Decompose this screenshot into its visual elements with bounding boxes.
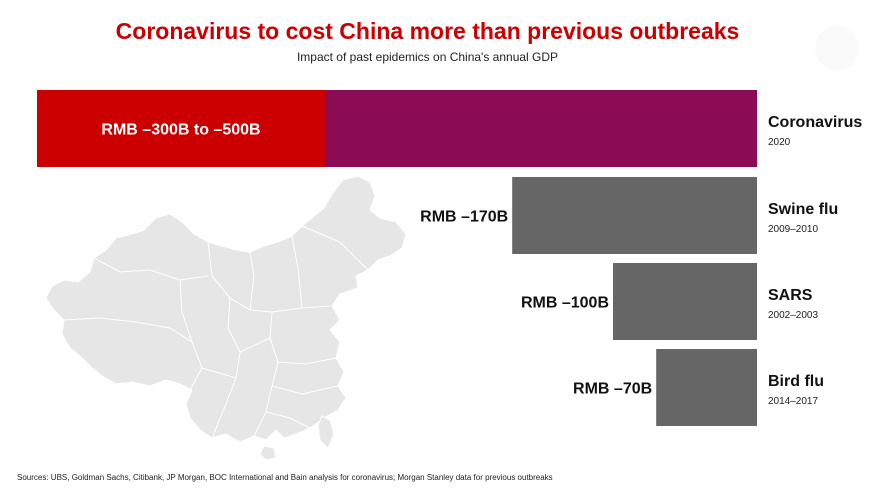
- bar-swine-flu: [512, 177, 757, 254]
- year-label-sars: 2002–2003: [768, 310, 818, 321]
- logo-watermark: [815, 26, 859, 70]
- category-label-sars: SARS: [768, 287, 813, 304]
- bar-coronavirus-low-estimate: [325, 90, 757, 167]
- category-label-swine-flu: Swine flu: [768, 201, 838, 218]
- bar-sars: [613, 263, 757, 340]
- category-label-bird-flu: Bird flu: [768, 373, 824, 390]
- chart-title: Coronavirus to cost China more than prev…: [115, 18, 740, 44]
- bar-value-label-sars: RMB –100B: [521, 295, 609, 312]
- bar-value-label-bird-flu: RMB –70B: [573, 381, 652, 398]
- bar-value-label-coronavirus: RMB –300B to –500B: [101, 122, 260, 139]
- china-map-graphic: [45, 175, 407, 461]
- year-label-bird-flu: 2014–2017: [768, 396, 818, 407]
- year-label-coronavirus: 2020: [768, 137, 791, 148]
- year-label-swine-flu: 2009–2010: [768, 224, 818, 235]
- bar-coronavirus-high-estimate: [37, 90, 325, 167]
- category-label-coronavirus: Coronavirus: [768, 114, 862, 131]
- source-note: Sources: UBS, Goldman Sachs, Citibank, J…: [17, 473, 553, 482]
- bar-chart: RMB –300B to –500B Coronavirus 2020 RMB –17…: [37, 90, 862, 426]
- chart-subtitle: Impact of past epidemics on China's annu…: [296, 50, 559, 64]
- bar-value-label-swine-flu: RMB –170B: [420, 209, 508, 226]
- bar-bird-flu: [656, 349, 757, 426]
